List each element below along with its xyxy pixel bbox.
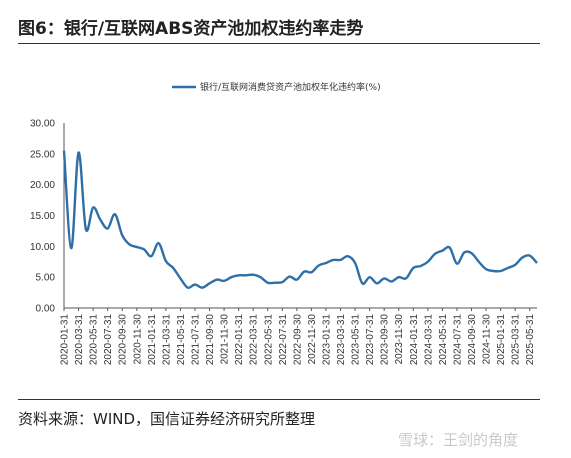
line-chart: 银行/互联网消费贷资产池加权年化违约率(%) 30.00 25.00 20.00 15… — [30, 81, 538, 366]
source-note: 资料来源：WIND，国信证券经济研究所整理 — [18, 410, 316, 428]
watermark: 雪球：王剑的角度 — [398, 431, 519, 449]
x-tick-label: 2024-09-30 — [467, 314, 478, 366]
x-tick-label: 2022-05-31 — [263, 314, 274, 366]
x-tick-label: 2021-11-30 — [220, 314, 231, 365]
x-tick-label: 2025-05-31 — [525, 314, 536, 366]
y-tick-label: 10.00 — [30, 242, 55, 253]
x-tick-label: 2023-05-31 — [351, 314, 362, 366]
x-tick-label: 2020-11-30 — [132, 314, 143, 365]
x-tick-label: 2020-01-31 — [60, 314, 71, 366]
y-tick-label: 20.00 — [30, 180, 55, 191]
x-tick-label: 2020-07-31 — [103, 314, 114, 366]
series-line-default-rate — [62, 150, 538, 289]
x-tick-label: 2021-09-30 — [205, 314, 216, 366]
plot-area — [62, 150, 538, 289]
x-tick-label: 2024-03-31 — [423, 314, 434, 366]
x-tick-label: 2021-07-31 — [190, 314, 201, 366]
y-tick-label: 5.00 — [36, 273, 56, 284]
x-tick-label: 2025-01-31 — [496, 314, 507, 366]
x-tick-label: 2023-01-31 — [321, 314, 332, 366]
x-tick-label: 2022-09-30 — [292, 314, 303, 366]
x-tick-label: 2021-05-31 — [176, 314, 187, 366]
x-axis: 2020-01-31 2020-03-31 2020-05-31 2020-07-31… — [60, 307, 537, 366]
x-tick-label: 2024-01-31 — [409, 314, 420, 366]
x-tick-label: 2023-07-31 — [365, 314, 376, 366]
x-tick-label: 2021-01-31 — [147, 314, 158, 366]
x-tick-label: 2024-05-31 — [438, 314, 449, 366]
y-tick-label: 15.00 — [30, 211, 55, 222]
x-tick-label: 2020-05-31 — [89, 314, 100, 366]
x-tick-label: 2022-01-31 — [234, 314, 245, 366]
x-tick-label: 2021-03-31 — [161, 314, 172, 366]
x-tick-label: 2020-03-31 — [74, 314, 85, 366]
x-tick-label: 2024-07-31 — [452, 314, 463, 366]
x-tick-label: 2024-11-30 — [482, 314, 493, 365]
source-divider — [18, 399, 540, 400]
title-divider — [18, 43, 540, 44]
x-tick-label: 2022-11-30 — [307, 314, 318, 365]
chart-legend: 银行/互联网消费贷资产池加权年化违约率(%) — [172, 81, 381, 93]
y-tick-label: 0.00 — [36, 304, 56, 315]
y-axis: 30.00 25.00 20.00 15.00 10.00 5.00 0.00 — [30, 119, 65, 315]
y-tick-label: 25.00 — [30, 149, 55, 160]
x-tick-label: 2025-03-31 — [511, 314, 522, 366]
figure-title: 图6：银行/互联网ABS资产池加权违约率走势 — [18, 19, 364, 39]
x-tick-label: 2022-03-31 — [249, 314, 260, 366]
x-tick-label: 2023-11-30 — [394, 314, 405, 365]
x-tick-label: 2023-03-31 — [336, 314, 347, 366]
legend-label: 银行/互联网消费贷资产池加权年化违约率(%) — [200, 81, 381, 93]
y-tick-label: 30.00 — [30, 119, 55, 130]
x-tick-label: 2023-09-30 — [380, 314, 391, 366]
x-tick-label: 2020-09-30 — [118, 314, 129, 366]
x-tick-label: 2022-07-31 — [278, 314, 289, 366]
